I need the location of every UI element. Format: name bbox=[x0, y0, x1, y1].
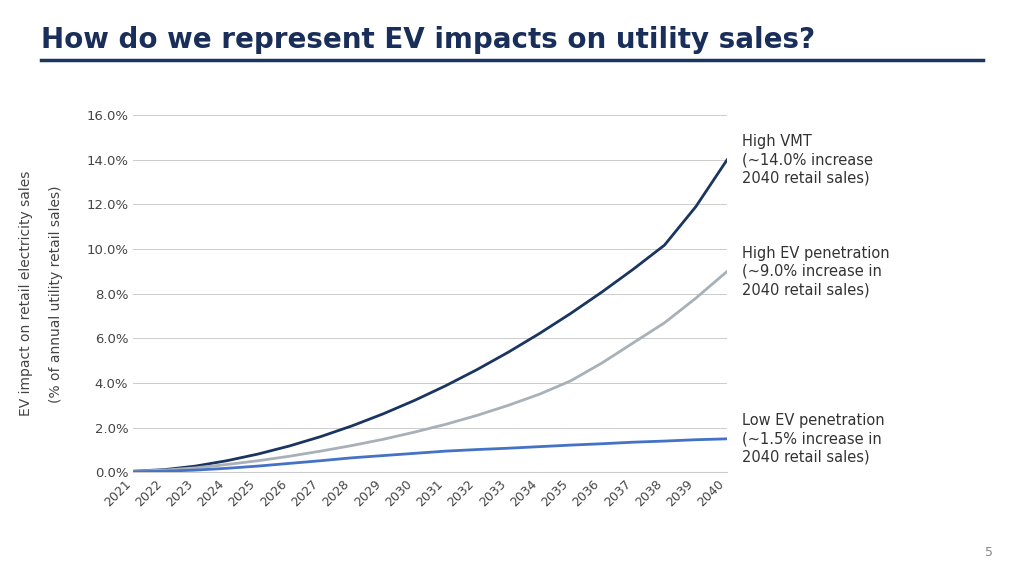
Text: High VMT: High VMT bbox=[742, 134, 812, 149]
Text: 2040 retail sales): 2040 retail sales) bbox=[742, 170, 870, 186]
Text: 5: 5 bbox=[985, 545, 993, 559]
Text: (~14.0% increase: (~14.0% increase bbox=[742, 152, 873, 168]
Text: Low EV penetration: Low EV penetration bbox=[742, 413, 885, 428]
Text: (~1.5% increase in: (~1.5% increase in bbox=[742, 431, 882, 446]
Text: 2040 retail sales): 2040 retail sales) bbox=[742, 282, 870, 297]
Text: How do we represent EV impacts on utility sales?: How do we represent EV impacts on utilit… bbox=[41, 26, 815, 54]
Text: EV impact on retail electricity sales: EV impact on retail electricity sales bbox=[18, 171, 33, 416]
Text: 2040 retail sales): 2040 retail sales) bbox=[742, 450, 870, 465]
Text: (~9.0% increase in: (~9.0% increase in bbox=[742, 264, 883, 279]
Text: (% of annual utility retail sales): (% of annual utility retail sales) bbox=[49, 185, 63, 403]
Text: High EV penetration: High EV penetration bbox=[742, 245, 890, 260]
